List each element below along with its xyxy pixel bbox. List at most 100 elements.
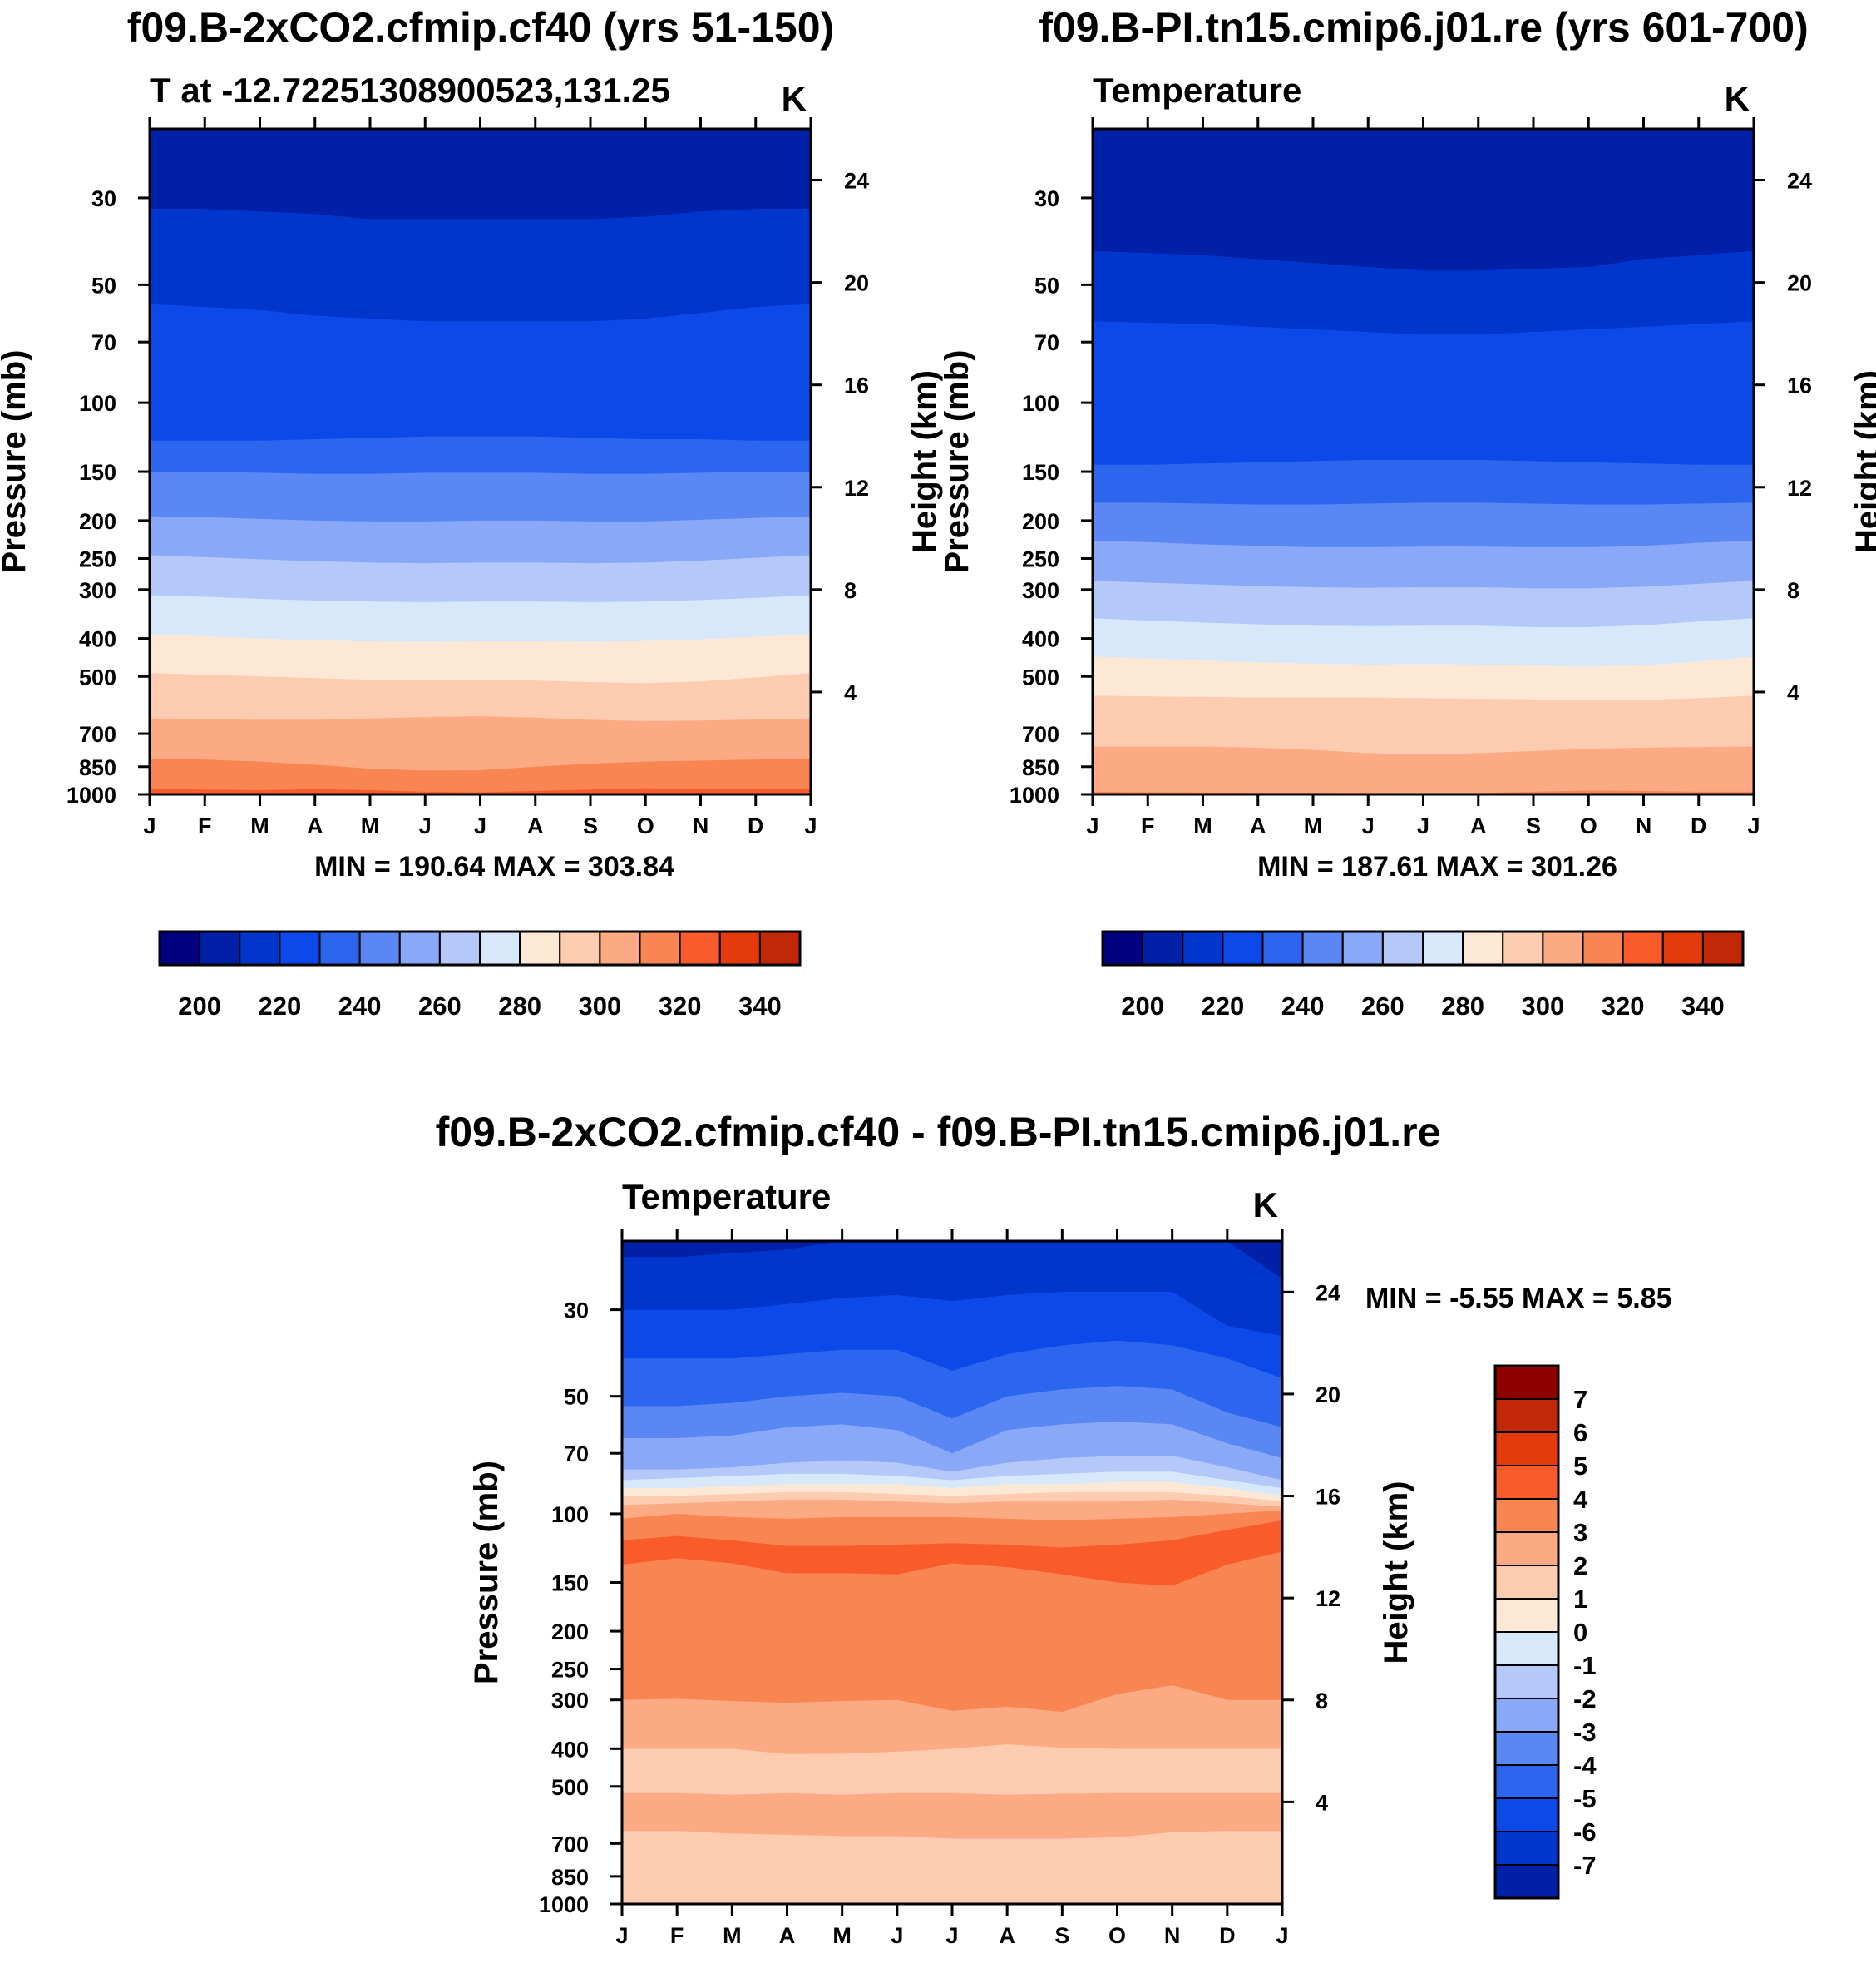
colorbar-box [398, 931, 441, 966]
colorbar-box [519, 931, 561, 966]
colorbar-box [318, 931, 361, 966]
colorbar-label: -2 [1573, 1684, 1597, 1713]
y2-tick-label: 8 [1787, 578, 1799, 603]
y-tick-label: 100 [1022, 391, 1059, 416]
y-tick-label: 30 [91, 186, 116, 211]
y2-tick-label: 24 [1316, 1280, 1340, 1305]
y-tick-label: 250 [1022, 547, 1059, 572]
y2-tick-label: 8 [1316, 1689, 1328, 1713]
min-max-stats: MIN = 190.64 MAX = 303.84 [314, 851, 674, 883]
y-tick-label: 850 [551, 1865, 589, 1890]
panel-left-label: Temperature [1093, 71, 1301, 110]
panel-left-label: T at -12.72251308900523,131.25 [150, 71, 670, 110]
y-tick-label: 200 [1022, 509, 1059, 534]
colorbar-label: 200 [178, 991, 221, 1021]
colorbar-box [438, 931, 481, 966]
y-tick-label: 500 [79, 665, 116, 690]
x-tick-label: J [1747, 813, 1760, 838]
x-tick-label: D [748, 813, 764, 838]
panel-units: K [782, 79, 807, 118]
colorbar-label: 300 [579, 991, 622, 1021]
x-tick-label: M [1304, 813, 1323, 838]
y2-axis-label: Height (km) [1378, 1481, 1414, 1664]
colorbar-box [1494, 1698, 1559, 1733]
colorbar-box [599, 931, 641, 966]
colorbar-label: 340 [738, 991, 782, 1021]
panel-a-chart: J F M A M J J A S O N D J 30 50 70 100 150 200 250 300 400 500… [0, 71, 943, 883]
x-tick-label: D [1691, 813, 1707, 838]
y2-tick-label: 8 [844, 578, 857, 603]
y2-tick-label: 12 [844, 476, 869, 501]
y-tick-label: 700 [1022, 722, 1059, 747]
panel-c-title: f09.B-2xCO2.cfmip.cf40 - f09.B-PI.tn15.c… [436, 1109, 1441, 1155]
colorbar-box [1494, 1764, 1559, 1799]
y-tick-label: 100 [551, 1502, 589, 1527]
x-tick-label: A [307, 813, 323, 838]
colorbar-box [1261, 931, 1304, 966]
x-tick-label: N [1164, 1923, 1181, 1948]
colorbar-box [1494, 1664, 1559, 1699]
x-tick-label: J [891, 1923, 903, 1948]
colorbar-box [1462, 931, 1504, 966]
colorbar-box [199, 931, 241, 966]
y-tick-label: 150 [79, 460, 116, 485]
colorbar-label: 340 [1681, 991, 1725, 1021]
y-tick-label: 30 [564, 1298, 589, 1323]
x-tick-label: J [1362, 813, 1375, 838]
y-tick-label: 500 [551, 1775, 589, 1800]
colorbar-box [1661, 931, 1704, 966]
y2-tick-label: 4 [1787, 680, 1799, 705]
y-tick-label: 300 [79, 578, 116, 603]
y-tick-label: 1000 [539, 1892, 589, 1917]
contour-band [1093, 746, 1754, 794]
colorbar-box [479, 931, 521, 966]
colorbar-label: 0 [1573, 1618, 1587, 1647]
y-tick-label: 70 [1034, 330, 1059, 355]
y2-axis-label: Height (km) [906, 370, 943, 553]
y-tick-label: 150 [1022, 460, 1059, 485]
colorbar-box [1494, 1797, 1559, 1832]
y-tick-label: 70 [91, 330, 116, 355]
x-tick-label: M [1193, 813, 1212, 838]
x-tick-label: J [143, 813, 156, 838]
colorbar-box [1502, 931, 1544, 966]
colorbar-box [718, 931, 761, 966]
x-tick-label: N [1636, 813, 1652, 838]
x-tick-label: F [670, 1923, 684, 1948]
x-tick-label: O [1108, 1923, 1126, 1948]
colorbar-label: -3 [1573, 1718, 1597, 1747]
y-tick-label: 700 [551, 1832, 589, 1857]
contour-band [622, 1831, 1282, 1904]
colorbar-label: 320 [659, 991, 702, 1021]
colorbar-box [1102, 931, 1144, 966]
y2-tick-label: 20 [1316, 1382, 1340, 1407]
x-tick-label: J [1417, 813, 1429, 838]
x-tick-label: N [693, 813, 709, 838]
colorbar-box [639, 931, 681, 966]
x-tick-label: O [637, 813, 654, 838]
x-tick-label: F [1141, 813, 1155, 838]
x-tick-label: S [1526, 813, 1541, 838]
x-tick-label: A [1250, 813, 1266, 838]
colorbar-box [1222, 931, 1264, 966]
y2-tick-label: 16 [844, 373, 869, 398]
x-tick-label: M [832, 1923, 852, 1948]
colorbar-box [358, 931, 401, 966]
panel-b-colorbar: 200 220 240 260 280 300 320 340 [1101, 930, 1745, 1021]
panel-a-colorbar: 200 220 240 260 280 300 320 340 [158, 930, 802, 1021]
colorbar-frame [1101, 930, 1745, 967]
colorbar-label: -4 [1573, 1751, 1597, 1780]
colorbar-box [1142, 931, 1184, 966]
colorbar-label: 300 [1522, 991, 1565, 1021]
colorbar-box [1701, 931, 1744, 966]
colorbar-frame [158, 930, 802, 967]
colorbar-box [1182, 931, 1224, 966]
colorbar-box [1494, 1864, 1559, 1899]
x-tick-label: J [474, 813, 486, 838]
colorbar-label: 4 [1573, 1485, 1588, 1514]
y-axis-label: Pressure (mb) [939, 350, 975, 574]
colorbar-box [679, 931, 721, 966]
colorbar-box [1494, 1831, 1559, 1866]
colorbar-box [1494, 1631, 1559, 1666]
x-tick-label: D [1219, 1923, 1236, 1948]
